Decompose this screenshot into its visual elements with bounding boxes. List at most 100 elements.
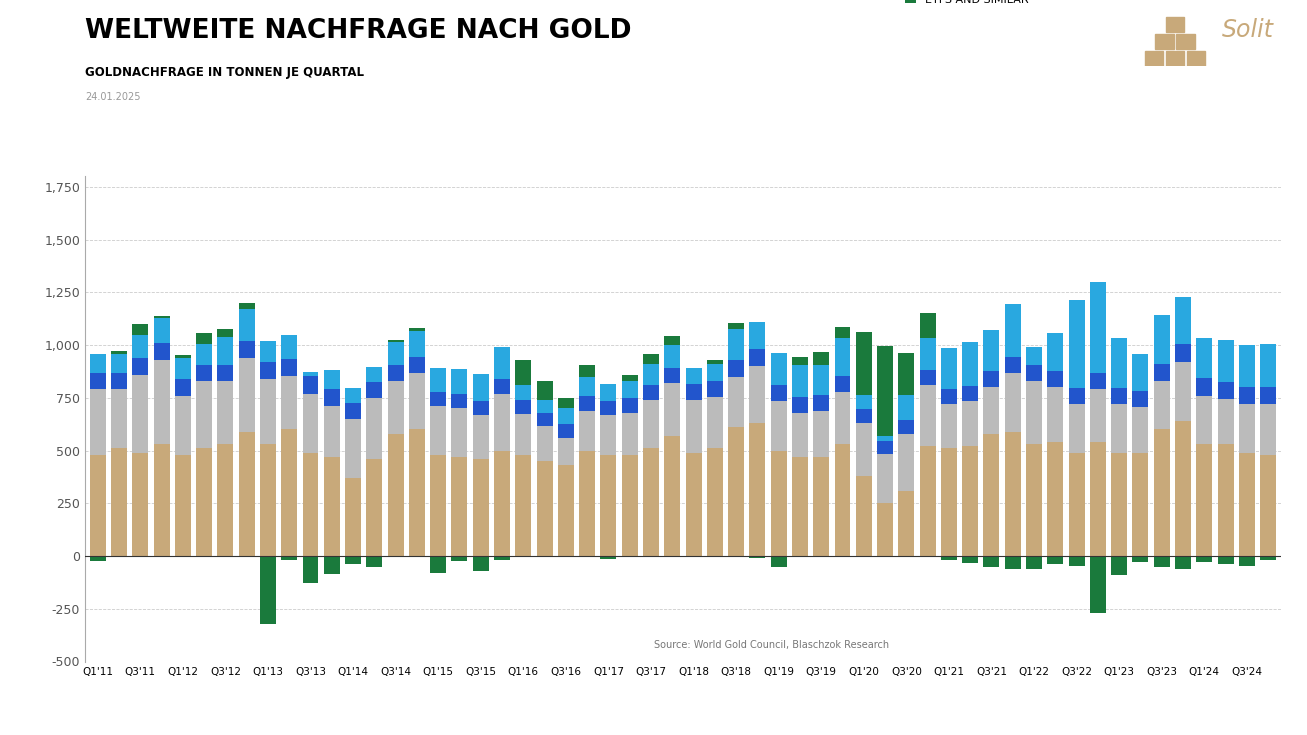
Bar (1047, 387, 1064, 442)
Bar (1090, 390, 1106, 442)
Bar (537, 461, 553, 556)
Bar (1239, 404, 1255, 453)
Bar (558, 409, 574, 424)
Bar (345, 556, 361, 564)
Bar (1005, 304, 1021, 356)
Bar (281, 556, 297, 560)
Bar (686, 556, 702, 557)
Bar (686, 400, 702, 453)
Bar (1090, 442, 1106, 556)
Bar (90, 455, 106, 556)
Bar (345, 403, 361, 419)
Bar (1111, 556, 1127, 575)
Bar (175, 455, 191, 556)
Bar (579, 396, 595, 411)
Bar (1218, 399, 1234, 444)
Bar (600, 401, 617, 415)
Bar (196, 333, 212, 344)
Bar (1047, 442, 1064, 556)
Bar (707, 364, 723, 381)
Bar (430, 556, 446, 573)
Bar (664, 383, 680, 436)
Bar (537, 412, 553, 426)
Bar (1069, 388, 1085, 404)
Bar (1069, 453, 1085, 556)
Bar (388, 340, 404, 342)
Bar (1196, 556, 1212, 562)
Bar (345, 478, 361, 556)
Bar (983, 371, 1000, 387)
Bar (1047, 556, 1064, 564)
Bar (877, 453, 893, 503)
Bar (1132, 354, 1149, 391)
Bar (664, 337, 680, 345)
Bar (1187, 51, 1205, 66)
Bar (1005, 373, 1021, 431)
Bar (1069, 556, 1085, 565)
Bar (1175, 344, 1191, 362)
Bar (1176, 34, 1195, 49)
Bar (983, 330, 1000, 371)
Bar (494, 556, 510, 560)
Bar (451, 369, 468, 394)
Bar (1218, 381, 1234, 399)
Bar (494, 379, 510, 394)
Bar (196, 365, 212, 381)
Text: Source: World Gold Council, Blaschzok Research: Source: World Gold Council, Blaschzok Re… (654, 640, 889, 650)
Bar (749, 556, 766, 558)
Bar (856, 409, 872, 423)
Bar (749, 322, 766, 349)
Bar (1260, 387, 1276, 404)
Bar (771, 384, 787, 401)
Bar (835, 327, 851, 337)
Bar (835, 444, 851, 556)
Bar (643, 364, 659, 385)
Bar (537, 400, 553, 412)
Bar (600, 556, 617, 559)
Bar (1111, 388, 1127, 404)
Bar (217, 381, 234, 444)
Bar (1175, 362, 1191, 421)
Bar (260, 341, 276, 362)
Bar (1026, 381, 1042, 444)
Bar (920, 446, 936, 556)
Bar (813, 411, 829, 457)
Bar (1166, 51, 1184, 66)
Bar (366, 381, 383, 398)
Bar (1218, 556, 1234, 564)
Bar (388, 434, 404, 556)
Bar (409, 331, 425, 356)
Bar (579, 377, 595, 396)
Bar (941, 348, 957, 389)
Bar (941, 389, 957, 404)
Bar (90, 390, 106, 455)
Bar (1218, 444, 1234, 556)
Bar (983, 387, 1000, 434)
Bar (537, 426, 553, 461)
Bar (324, 556, 340, 574)
Bar (1239, 556, 1255, 565)
Bar (1154, 381, 1170, 429)
Bar (856, 423, 872, 476)
Bar (728, 377, 744, 427)
Bar (835, 376, 851, 392)
Bar (1239, 453, 1255, 556)
Bar (1005, 356, 1021, 373)
Bar (1090, 373, 1106, 390)
Bar (473, 556, 489, 571)
Bar (366, 556, 383, 567)
Bar (1026, 556, 1042, 569)
Bar (239, 303, 255, 309)
Bar (154, 343, 170, 360)
Bar (898, 434, 915, 491)
Bar (473, 401, 489, 415)
Bar (154, 315, 170, 318)
Bar (473, 373, 489, 401)
Bar (771, 353, 787, 384)
Bar (281, 335, 297, 359)
Bar (175, 379, 191, 395)
Bar (707, 397, 723, 448)
Bar (728, 360, 744, 377)
Bar (1218, 340, 1234, 381)
Bar (579, 365, 595, 377)
